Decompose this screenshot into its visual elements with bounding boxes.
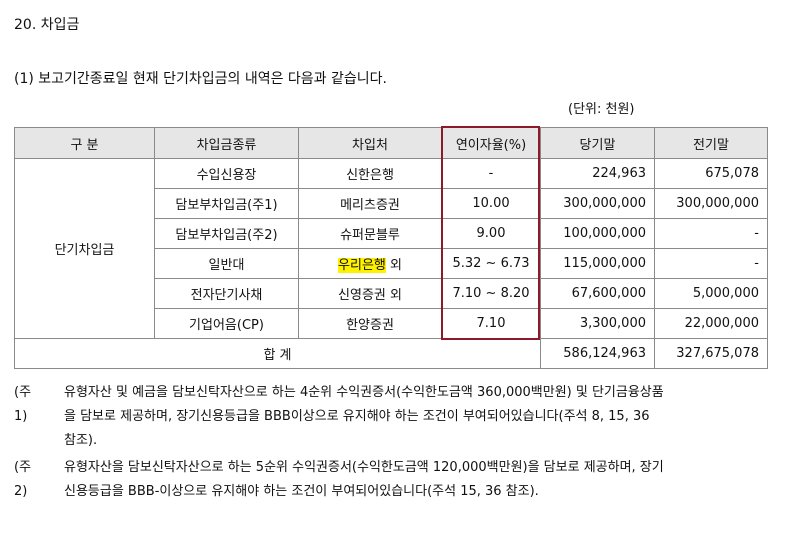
rate-cell: 5.32 ~ 6.73 <box>441 248 541 279</box>
total-prior-cell: 327,675,078 <box>654 338 768 369</box>
prior-amount-cell: 22,000,000 <box>654 308 768 339</box>
lender-suffix: 외 <box>385 258 402 273</box>
prior-amount-cell: 675,078 <box>654 158 768 189</box>
table-row: 전자단기사채 신영증권 외 7.10 ~ 8.20 67,600,000 5,0… <box>15 278 768 309</box>
prior-amount-cell: - <box>654 248 768 279</box>
table-row: 기업어음(CP) 한양증권 7.10 3,300,000 22,000,000 <box>15 308 768 339</box>
section-title: 20. 차입금 <box>14 17 80 33</box>
table-row: 일반대 우리은행 외 5.32 ~ 6.73 115,000,000 - <box>15 248 768 279</box>
loan-type-cell: 기업어음(CP) <box>154 308 299 339</box>
loan-type-cell: 일반대 <box>154 248 299 279</box>
category-cell: 단기차입금 <box>14 158 155 339</box>
current-amount-cell: 224,963 <box>540 158 655 189</box>
footnote-label: (주1) <box>14 385 32 424</box>
header-current-period: 당기말 <box>540 127 655 159</box>
lender-cell: 우리은행 외 <box>298 248 442 279</box>
lender-cell: 신한은행 <box>298 158 442 189</box>
footnote-text: 유형자산 및 예금을 담보신탁자산으로 하는 4순위 수익권증서(수익한도금액 … <box>64 385 664 448</box>
header-lender: 차입처 <box>298 127 442 159</box>
current-amount-cell: 100,000,000 <box>540 218 655 249</box>
prior-amount-cell: 5,000,000 <box>654 278 768 309</box>
lender-cell: 슈퍼문블루 <box>298 218 442 249</box>
table-row: 단기차입금 수입신용장 신한은행 - 224,963 675,078 <box>14 158 768 339</box>
loan-type-cell: 담보부차입금(주1) <box>154 188 299 219</box>
highlighted-lender: 우리은행 <box>338 258 386 273</box>
total-current-cell: 586,124,963 <box>540 338 655 369</box>
footnote-label: (주2) <box>14 460 32 499</box>
current-amount-cell: 67,600,000 <box>540 278 655 309</box>
loan-type-cell: 전자단기사채 <box>154 278 299 309</box>
rate-cell: 10.00 <box>441 188 541 219</box>
total-label: 합 계 <box>14 338 541 369</box>
current-amount-cell: 300,000,000 <box>540 188 655 219</box>
header-interest-rate: 연이자율(%) <box>441 127 541 159</box>
table-header-row: 구 분 차입금종류 차입처 연이자율(%) 당기말 전기말 <box>14 127 768 159</box>
total-row: 합 계 586,124,963 327,675,078 <box>14 338 768 369</box>
header-category: 구 분 <box>14 127 155 159</box>
rate-cell: - <box>441 158 541 189</box>
rate-cell: 7.10 ~ 8.20 <box>441 278 541 309</box>
lender-cell: 메리츠증권 <box>298 188 442 219</box>
header-loan-type: 차입금종류 <box>154 127 299 159</box>
footnote-text: 유형자산을 담보신탁자산으로 하는 5순위 수익권증서(수익한도금액 120,0… <box>64 460 664 499</box>
table-row: 담보부차입금(주2) 슈퍼문블루 9.00 100,000,000 - <box>15 218 768 249</box>
table-row: 담보부차입금(주1) 메리츠증권 10.00 300,000,000 300,0… <box>15 188 768 219</box>
rate-cell: 7.10 <box>441 308 541 339</box>
loan-type-cell: 담보부차입금(주2) <box>154 218 299 249</box>
short-term-borrowings-table: 구 분 차입금종류 차입처 연이자율(%) 당기말 전기말 단기차입금 수입신용… <box>14 127 768 369</box>
prior-amount-cell: - <box>654 218 768 249</box>
current-amount-cell: 115,000,000 <box>540 248 655 279</box>
lender-cell: 한양증권 <box>298 308 442 339</box>
unit-label: (단위: 천원) <box>568 102 635 117</box>
header-prior-period: 전기말 <box>654 127 768 159</box>
rate-cell: 9.00 <box>441 218 541 249</box>
table-caption: (1) 보고기간종료일 현재 단기차입금의 내역은 다음과 같습니다. <box>14 71 387 87</box>
lender-cell: 신영증권 외 <box>298 278 442 309</box>
loan-type-cell: 수입신용장 <box>154 158 299 189</box>
current-amount-cell: 3,300,000 <box>540 308 655 339</box>
prior-amount-cell: 300,000,000 <box>654 188 768 219</box>
